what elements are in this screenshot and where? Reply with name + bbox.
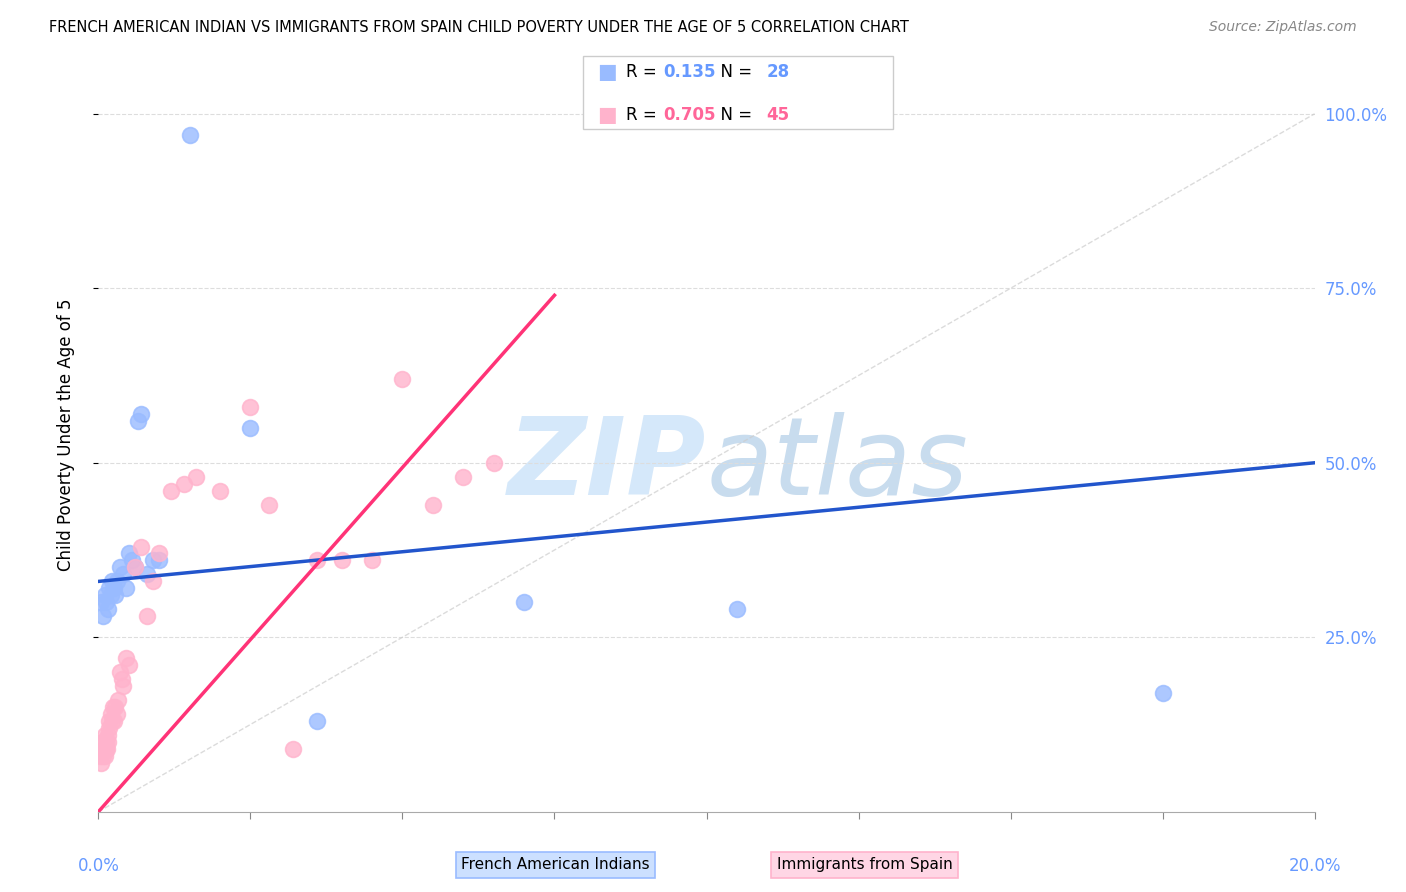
Point bbox=[184, 469, 207, 483]
Point bbox=[111, 679, 134, 693]
Text: ZIP: ZIP bbox=[508, 412, 707, 518]
Point bbox=[105, 574, 128, 589]
Text: 0.135: 0.135 bbox=[664, 63, 716, 81]
Point bbox=[281, 742, 304, 756]
Point bbox=[103, 714, 125, 728]
Point bbox=[482, 456, 505, 470]
Point bbox=[114, 651, 136, 665]
Point bbox=[257, 498, 280, 512]
Point bbox=[96, 742, 118, 756]
Point bbox=[108, 665, 131, 680]
Point bbox=[94, 742, 117, 756]
Point bbox=[104, 588, 127, 602]
Point bbox=[453, 469, 475, 483]
Point bbox=[173, 476, 195, 491]
Point bbox=[105, 706, 128, 721]
Text: FRENCH AMERICAN INDIAN VS IMMIGRANTS FROM SPAIN CHILD POVERTY UNDER THE AGE OF 5: FRENCH AMERICAN INDIAN VS IMMIGRANTS FRO… bbox=[49, 20, 910, 35]
Point bbox=[107, 693, 129, 707]
Point bbox=[110, 672, 132, 686]
Text: ■: ■ bbox=[598, 105, 617, 125]
Y-axis label: Child Poverty Under the Age of 5: Child Poverty Under the Age of 5 bbox=[56, 299, 75, 571]
Point bbox=[90, 756, 112, 770]
Point bbox=[127, 414, 149, 428]
Point bbox=[118, 547, 141, 561]
Point bbox=[330, 553, 353, 567]
Point bbox=[93, 728, 115, 742]
Point bbox=[307, 714, 329, 728]
Point bbox=[1152, 686, 1174, 700]
Text: N =: N = bbox=[710, 63, 758, 81]
Text: R =: R = bbox=[626, 63, 662, 81]
Point bbox=[91, 609, 114, 624]
Text: R =: R = bbox=[626, 106, 662, 124]
Text: 45: 45 bbox=[766, 106, 789, 124]
Point bbox=[142, 574, 165, 589]
Point bbox=[121, 553, 143, 567]
Point bbox=[103, 582, 125, 596]
Text: Source: ZipAtlas.com: Source: ZipAtlas.com bbox=[1209, 20, 1357, 34]
Point bbox=[142, 553, 165, 567]
Point bbox=[97, 721, 120, 735]
Point bbox=[100, 588, 122, 602]
Point bbox=[90, 595, 112, 609]
Point bbox=[111, 567, 134, 582]
Point bbox=[104, 700, 127, 714]
Point bbox=[148, 553, 170, 567]
Point bbox=[98, 714, 121, 728]
Point bbox=[101, 700, 124, 714]
Point bbox=[513, 595, 536, 609]
Point bbox=[148, 547, 170, 561]
Point bbox=[239, 421, 262, 435]
Point bbox=[101, 714, 124, 728]
Text: 28: 28 bbox=[766, 63, 789, 81]
Point bbox=[108, 560, 131, 574]
Point bbox=[91, 735, 114, 749]
Point bbox=[96, 728, 118, 742]
Point bbox=[160, 483, 183, 498]
Point bbox=[100, 706, 122, 721]
Text: atlas: atlas bbox=[707, 412, 969, 517]
Point bbox=[96, 602, 118, 616]
Point bbox=[124, 560, 146, 574]
Point bbox=[129, 540, 152, 554]
Point bbox=[136, 609, 159, 624]
Text: 20.0%: 20.0% bbox=[1288, 857, 1341, 875]
Point bbox=[361, 553, 384, 567]
Text: ■: ■ bbox=[598, 62, 617, 82]
Point bbox=[209, 483, 232, 498]
Text: 0.705: 0.705 bbox=[664, 106, 716, 124]
Point bbox=[93, 742, 115, 756]
Point bbox=[239, 400, 262, 414]
Point bbox=[118, 658, 141, 673]
Text: Immigrants from Spain: Immigrants from Spain bbox=[776, 857, 953, 872]
Point bbox=[101, 574, 124, 589]
Point bbox=[98, 582, 121, 596]
Point bbox=[391, 372, 413, 386]
Point bbox=[89, 748, 111, 763]
Point bbox=[96, 735, 118, 749]
Point bbox=[114, 582, 136, 596]
Text: French American Indians: French American Indians bbox=[461, 857, 650, 872]
Point bbox=[94, 748, 117, 763]
Point bbox=[124, 560, 146, 574]
Text: 0.0%: 0.0% bbox=[77, 857, 120, 875]
Point bbox=[136, 567, 159, 582]
Text: N =: N = bbox=[710, 106, 758, 124]
Point bbox=[91, 748, 114, 763]
Point bbox=[725, 602, 748, 616]
Point bbox=[307, 553, 329, 567]
Point bbox=[94, 595, 117, 609]
Point bbox=[97, 735, 120, 749]
Point bbox=[422, 498, 444, 512]
Point bbox=[179, 128, 201, 142]
Point bbox=[93, 588, 115, 602]
Point bbox=[129, 407, 152, 421]
